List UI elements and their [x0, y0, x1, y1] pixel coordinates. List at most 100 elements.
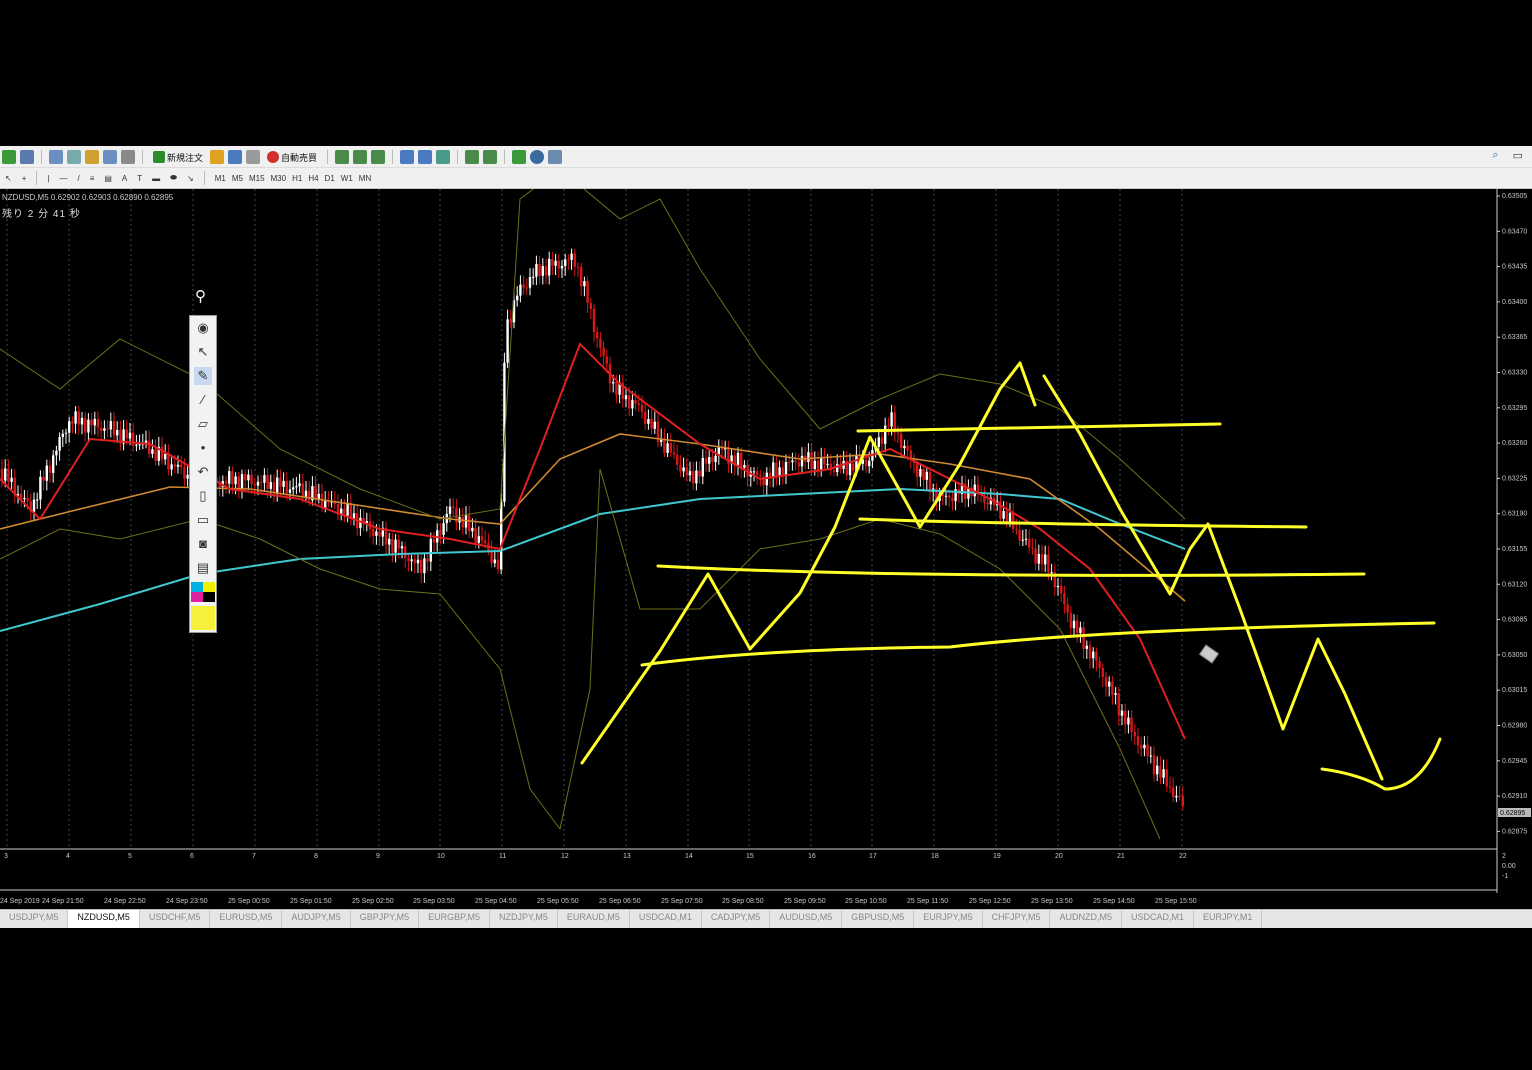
timeframe-m5[interactable]: M5: [231, 173, 243, 183]
crosshair-icon[interactable]: +: [21, 173, 27, 183]
chart-tab[interactable]: AUDJPY,M5: [282, 910, 351, 928]
chart-tab[interactable]: NZDUSD,M5: [68, 910, 140, 928]
candle-body: [640, 405, 644, 412]
eye-icon[interactable]: ◉: [197, 320, 209, 335]
chart-tab[interactable]: EURJPY,M1: [1194, 910, 1263, 928]
highlighter-icon[interactable]: ✎: [194, 367, 212, 385]
trash-icon[interactable]: ▯: [199, 488, 207, 503]
auto-trade-button[interactable]: 自動売買: [264, 151, 320, 164]
timeframe-m15[interactable]: M15: [248, 173, 265, 183]
indicators-icon[interactable]: [512, 150, 527, 164]
candle-body: [1159, 765, 1162, 778]
candle-body: [788, 462, 791, 464]
candle-body: [660, 438, 663, 442]
bar-chart-icon[interactable]: [335, 150, 350, 164]
chart-tab[interactable]: EURGBP,M5: [419, 910, 490, 928]
channel-icon[interactable]: ≡: [89, 173, 95, 183]
globe-icon[interactable]: [246, 150, 261, 164]
chart-tab[interactable]: CADJPY,M5: [702, 910, 771, 928]
chart-tab[interactable]: EURJPY,M5: [914, 910, 983, 928]
chart-shift-icon[interactable]: [465, 150, 480, 164]
fill-color-icon[interactable]: [191, 606, 215, 630]
screen-icon[interactable]: ▭: [196, 512, 210, 527]
text-label-icon[interactable]: T: [137, 173, 143, 183]
market-watch-icon[interactable]: [49, 150, 63, 164]
trendline-icon[interactable]: /: [77, 173, 80, 183]
terminal-icon[interactable]: [103, 150, 117, 164]
timeframe-h1[interactable]: H1: [292, 173, 303, 183]
new-chart-icon[interactable]: [2, 150, 16, 164]
text-icon[interactable]: A: [121, 173, 128, 183]
day-label: 19: [993, 853, 1001, 860]
chart-tab[interactable]: EURUSD,M5: [210, 910, 283, 928]
cursor-icon[interactable]: ↖: [5, 173, 12, 183]
chart-tab[interactable]: USDCHF,M5: [140, 910, 211, 928]
metaeditor-icon[interactable]: [210, 150, 225, 164]
chart-tab[interactable]: EURAUD,M5: [558, 910, 630, 928]
timeframe-m30[interactable]: M30: [270, 173, 287, 183]
timeframe-h4[interactable]: H4: [308, 173, 319, 183]
strategy-tester-icon[interactable]: [121, 150, 135, 164]
chart-tab[interactable]: AUDUSD,M5: [770, 910, 843, 928]
candle-body: [1031, 547, 1034, 549]
profiles-icon[interactable]: [20, 150, 34, 164]
candlestick-icon[interactable]: [353, 150, 368, 164]
dot-icon[interactable]: •: [200, 440, 206, 455]
palette-icon[interactable]: [191, 582, 215, 602]
candle-body: [583, 281, 586, 287]
vertical-line-icon[interactable]: |: [47, 173, 50, 183]
timeframe-w1[interactable]: W1: [340, 173, 353, 183]
candle-body: [567, 259, 570, 261]
search-icon[interactable]: ⌕: [1492, 149, 1499, 161]
timeframe-m1[interactable]: M1: [214, 173, 226, 183]
chart-tab[interactable]: USDJPY,M5: [0, 910, 69, 928]
chart-area[interactable]: 0.63505 0.63470 0.63435 0.63400 0.63365 0.633…: [0, 189, 1532, 907]
timeframe-d1[interactable]: D1: [324, 173, 335, 183]
chart-tab[interactable]: GBPUSD,M5: [842, 910, 915, 928]
fibonacci-icon[interactable]: ▤: [104, 173, 112, 183]
ellipse-icon[interactable]: ⬬: [170, 173, 177, 182]
periods-icon[interactable]: [530, 150, 545, 164]
clipboard-icon[interactable]: ▤: [196, 560, 210, 575]
price-chart[interactable]: 0.63505 0.63470 0.63435 0.63400 0.63365 0.633…: [0, 189, 1532, 907]
chart-tab[interactable]: USDCAD,M1: [630, 910, 702, 928]
line-chart-icon[interactable]: [371, 150, 386, 164]
horizontal-line-icon[interactable]: —: [59, 173, 68, 183]
camera-icon[interactable]: ◙: [199, 536, 207, 551]
signals-icon[interactable]: [228, 150, 243, 164]
price-label: 0.62910: [1502, 793, 1527, 800]
candle-body: [1130, 717, 1133, 732]
candle-body: [336, 503, 340, 515]
candle-body: [288, 489, 292, 493]
candle-body: [903, 445, 906, 449]
pin-icon[interactable]: ⚲: [195, 288, 206, 305]
undo-icon[interactable]: ↶: [197, 464, 209, 479]
chart-tab[interactable]: GBPJPY,M5: [351, 910, 420, 928]
new-order-button[interactable]: 新規注文: [150, 151, 206, 164]
candle-body: [797, 462, 800, 467]
chart-tab[interactable]: CHFJPY,M5: [983, 910, 1051, 928]
chart-tab[interactable]: AUDNZD,M5: [1050, 910, 1122, 928]
time-label: 25 Sep 08:50: [722, 898, 764, 905]
chat-icon[interactable]: ▭: [1512, 150, 1523, 162]
arrows-icon[interactable]: ↘: [187, 173, 194, 183]
zoom-out-icon[interactable]: [418, 150, 433, 164]
data-window-icon[interactable]: [67, 150, 81, 164]
eraser-icon[interactable]: ▱: [198, 416, 208, 431]
rectangle-icon[interactable]: ▬: [152, 173, 161, 183]
candle-body: [509, 319, 512, 323]
zoom-in-icon[interactable]: [400, 150, 415, 164]
navigator-icon[interactable]: [85, 150, 99, 164]
pointer-icon[interactable]: ↖: [197, 344, 209, 359]
autoscroll-icon[interactable]: [483, 150, 498, 164]
timeframe-mn[interactable]: MN: [358, 173, 372, 183]
candle-body: [983, 495, 986, 503]
pen-icon[interactable]: ∕: [201, 392, 205, 407]
templates-icon[interactable]: [548, 150, 563, 164]
candle-body: [813, 460, 816, 469]
day-label: 5: [128, 853, 132, 860]
chart-tab[interactable]: USDCAD,M1: [1122, 910, 1195, 928]
tile-windows-icon[interactable]: [436, 150, 451, 164]
chart-tab[interactable]: NZDJPY,M5: [490, 910, 558, 928]
candle-body: [861, 459, 864, 464]
